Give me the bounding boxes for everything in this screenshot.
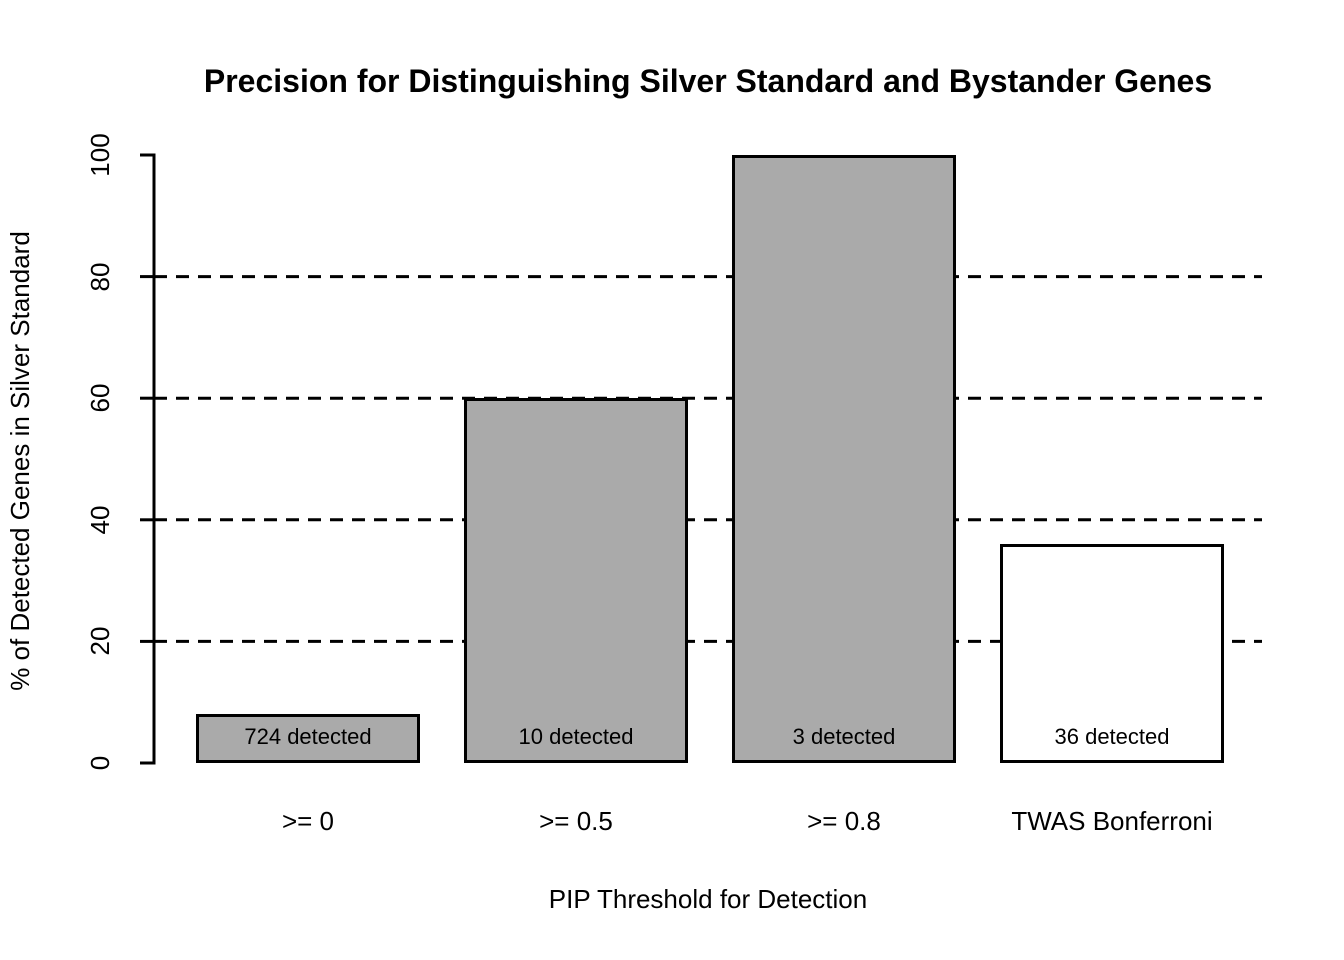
bar-3	[732, 155, 956, 763]
y-tick-label: 40	[85, 505, 115, 535]
y-tick-label: 20	[85, 626, 115, 656]
bar-count-label: 3 detected	[792, 724, 896, 749]
chart-title: Precision for Distinguishing Silver Stan…	[203, 63, 1213, 99]
x-tick-label: >= 0	[281, 806, 335, 836]
bar-2	[464, 398, 688, 763]
x-axis-label: PIP Threshold for Detection	[548, 884, 868, 914]
y-tick-label: 80	[85, 262, 115, 292]
y-axis-label: % of Detected Genes in Silver Standard	[5, 231, 35, 691]
bar-1	[196, 714, 420, 763]
y-tick-label: 100	[85, 133, 115, 177]
bar-count-label: 10 detected	[518, 724, 634, 749]
x-tick-label: >= 0.8	[807, 806, 881, 836]
bar-count-label: 36 detected	[1054, 724, 1170, 749]
y-tick-label: 60	[85, 383, 115, 413]
x-tick-label: >= 0.5	[539, 806, 613, 836]
bar-4	[1000, 544, 1224, 763]
bar-count-label: 724 detected	[244, 724, 372, 749]
y-tick-label: 0	[85, 755, 115, 771]
x-tick-label: TWAS Bonferroni	[1011, 806, 1213, 836]
